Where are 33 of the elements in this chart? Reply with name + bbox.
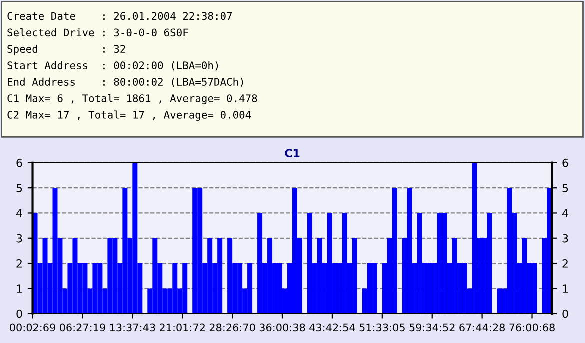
- y-tick-label: 4: [16, 209, 22, 218]
- y2-tick-label: 3: [562, 234, 568, 243]
- x-tick-label: 36:00:38: [260, 324, 306, 332]
- text: C2 Max= 17 , Total= 17 , Average= 0.004: [8, 110, 252, 121]
- y2-tick-label: 6: [562, 158, 568, 168]
- y-tick-label: 5: [16, 184, 22, 192]
- x-tick-label: 28:26:70: [210, 324, 256, 332]
- text: Start Address : 00:02:00 (LBA=0h): [8, 61, 218, 71]
- y2-tick-label: 0: [562, 310, 568, 318]
- text: End Address : 80:00:02 (LBA=57DACh): [8, 78, 244, 88]
- chart-title: C1: [285, 149, 300, 158]
- x-tick-label: 59:34:52: [410, 324, 455, 332]
- x-tick-label: 76:00:68: [510, 324, 555, 332]
- text: Speed : 32: [8, 44, 126, 56]
- y-tick-label: 0: [16, 310, 22, 318]
- y-tick-label: 6: [16, 158, 22, 168]
- y-tick-label: 1: [17, 284, 22, 293]
- y2-tick-label: 4: [562, 209, 568, 218]
- x-tick-label: 21:01:72: [160, 324, 205, 332]
- y-tick-label: 2: [16, 260, 22, 268]
- text: C1 Max= 6 , Total= 1861 , Average= 0.478: [8, 94, 258, 105]
- text: Selected Drive : 3-0-0-0 6S0F: [8, 28, 188, 37]
- x-tick-label: 67:44:28: [460, 324, 505, 332]
- y2-tick-label: 5: [562, 184, 568, 192]
- x-tick-label: 06:27:19: [60, 324, 106, 332]
- x-tick-label: 51:33:05: [360, 324, 405, 332]
- x-tick-label: 43:42:54: [310, 324, 356, 332]
- y-tick-label: 3: [16, 234, 22, 243]
- x-tick-label: 13:37:43: [110, 324, 156, 332]
- text: Create Date : 26.01.2004 22:38:07: [8, 12, 232, 20]
- y2-tick-label: 2: [562, 260, 568, 268]
- x-tick-label: 00:02:69: [10, 324, 56, 332]
- y2-tick-label: 1: [563, 284, 568, 293]
